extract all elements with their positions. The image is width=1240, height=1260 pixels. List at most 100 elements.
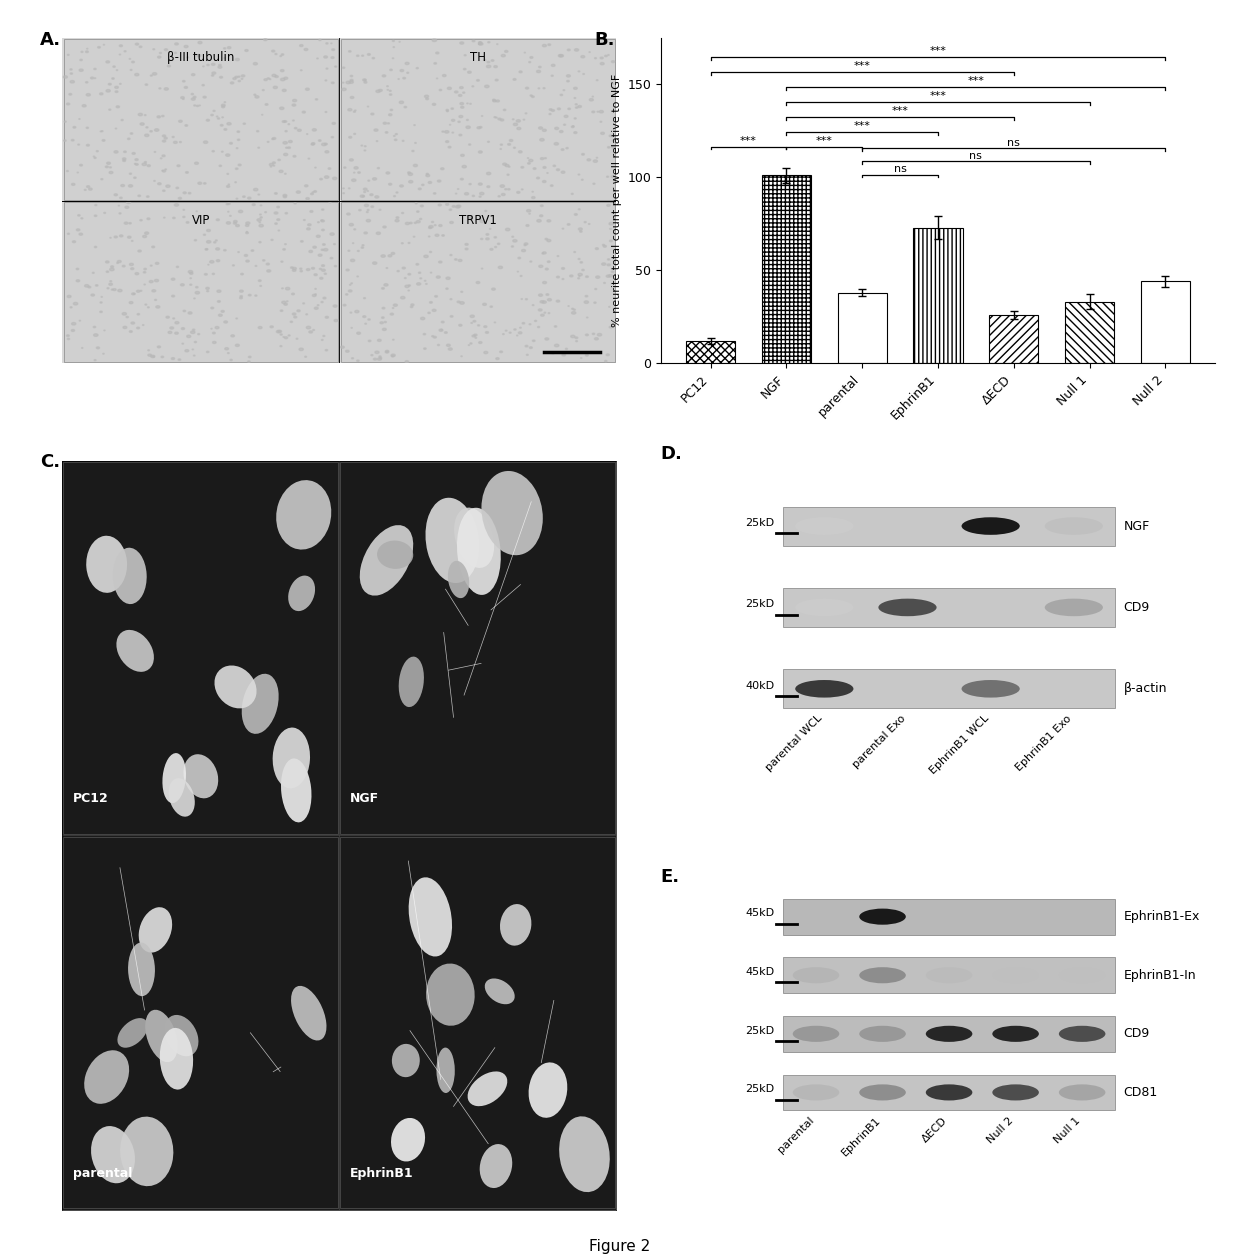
Circle shape — [582, 270, 584, 271]
Circle shape — [310, 210, 312, 213]
Circle shape — [188, 193, 191, 194]
Circle shape — [424, 96, 429, 97]
Circle shape — [491, 59, 494, 62]
Circle shape — [315, 98, 317, 100]
Circle shape — [479, 42, 482, 44]
Circle shape — [600, 132, 604, 135]
Circle shape — [324, 248, 327, 251]
Circle shape — [145, 134, 149, 136]
Circle shape — [554, 326, 557, 328]
Circle shape — [446, 289, 448, 290]
Circle shape — [114, 236, 118, 238]
Circle shape — [238, 81, 241, 82]
Circle shape — [360, 195, 365, 198]
Circle shape — [539, 265, 543, 267]
Circle shape — [293, 267, 296, 270]
Circle shape — [155, 262, 159, 265]
Circle shape — [299, 348, 304, 350]
Circle shape — [548, 44, 551, 45]
Circle shape — [195, 291, 200, 294]
Circle shape — [283, 194, 286, 197]
Text: parental Exo: parental Exo — [851, 713, 908, 770]
Circle shape — [135, 159, 138, 160]
Circle shape — [216, 248, 219, 249]
Circle shape — [396, 219, 399, 222]
Circle shape — [334, 305, 337, 307]
Bar — [782, 588, 1116, 627]
Circle shape — [284, 336, 288, 339]
Circle shape — [155, 280, 159, 282]
Circle shape — [496, 358, 498, 359]
Circle shape — [107, 89, 110, 92]
Circle shape — [551, 185, 553, 186]
Circle shape — [203, 96, 206, 98]
Text: β-III tubulin: β-III tubulin — [167, 50, 234, 64]
Text: B.: B. — [594, 32, 615, 49]
Circle shape — [212, 72, 216, 74]
Circle shape — [72, 140, 74, 141]
Circle shape — [258, 326, 262, 329]
Text: β-actin: β-actin — [1123, 683, 1167, 696]
Circle shape — [382, 287, 384, 290]
Circle shape — [172, 217, 175, 219]
Circle shape — [348, 290, 352, 292]
Circle shape — [434, 193, 436, 194]
Circle shape — [284, 121, 286, 122]
Ellipse shape — [792, 1026, 839, 1042]
Circle shape — [185, 125, 187, 126]
Circle shape — [542, 44, 547, 47]
Circle shape — [314, 273, 317, 276]
Ellipse shape — [992, 968, 1039, 983]
Circle shape — [118, 261, 122, 262]
Circle shape — [91, 77, 94, 79]
Circle shape — [319, 140, 321, 141]
Ellipse shape — [485, 979, 515, 1004]
Circle shape — [63, 140, 66, 141]
Circle shape — [507, 144, 511, 145]
Circle shape — [198, 42, 202, 44]
Ellipse shape — [1059, 968, 1105, 983]
Circle shape — [330, 233, 335, 236]
Circle shape — [248, 197, 250, 199]
Circle shape — [294, 203, 296, 204]
Circle shape — [427, 174, 429, 175]
Circle shape — [290, 321, 293, 323]
Circle shape — [365, 204, 368, 207]
Circle shape — [522, 249, 526, 252]
Circle shape — [446, 277, 450, 280]
Circle shape — [392, 355, 394, 357]
Circle shape — [280, 310, 283, 311]
Circle shape — [120, 197, 123, 199]
Circle shape — [350, 79, 353, 81]
Circle shape — [133, 152, 135, 155]
Circle shape — [267, 270, 270, 272]
Ellipse shape — [360, 525, 413, 596]
Circle shape — [87, 185, 89, 188]
Circle shape — [264, 39, 267, 40]
Circle shape — [417, 210, 419, 212]
Circle shape — [202, 84, 205, 86]
Circle shape — [424, 348, 427, 349]
Ellipse shape — [926, 1085, 972, 1100]
Circle shape — [405, 222, 409, 224]
Circle shape — [538, 294, 543, 296]
Text: ***: *** — [854, 121, 870, 131]
Circle shape — [585, 276, 588, 277]
Bar — [63, 39, 337, 199]
Circle shape — [265, 103, 268, 106]
Circle shape — [144, 268, 146, 270]
Circle shape — [455, 205, 460, 208]
Circle shape — [408, 273, 410, 275]
Circle shape — [459, 94, 461, 97]
Circle shape — [79, 233, 83, 236]
Circle shape — [575, 107, 578, 108]
Circle shape — [312, 295, 316, 296]
Circle shape — [589, 98, 594, 101]
Circle shape — [236, 224, 239, 227]
Circle shape — [405, 62, 409, 64]
Circle shape — [399, 101, 403, 103]
Circle shape — [216, 219, 219, 220]
Circle shape — [67, 338, 69, 340]
Circle shape — [155, 129, 159, 131]
Text: 25kD: 25kD — [745, 1084, 775, 1094]
